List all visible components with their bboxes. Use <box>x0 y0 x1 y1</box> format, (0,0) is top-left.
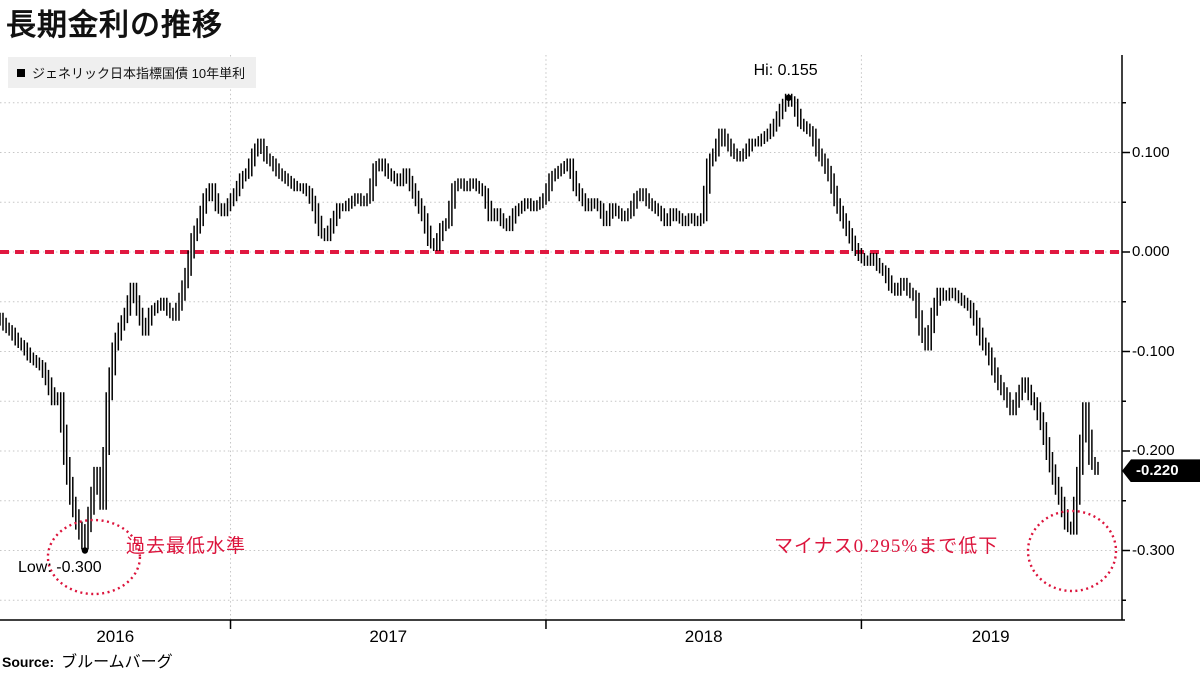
y-axis-label: 0.100 <box>1132 143 1170 161</box>
price-bars <box>0 93 1099 550</box>
record-low-note-2016: 過去最低水準 <box>126 536 247 557</box>
x-axis-label: 2019 <box>971 627 1010 646</box>
series-swatch-icon <box>17 68 25 77</box>
source-label: Source: <box>2 654 55 670</box>
legend-series-label: ジェネリック日本指標国債 10年単利 <box>32 66 246 81</box>
record-low-circle-2016 <box>46 518 142 596</box>
y-axis-label: -0.300 <box>1132 541 1175 559</box>
source-row: Source: ブルームバーグ <box>2 648 173 672</box>
hi-marker-dot <box>785 94 792 101</box>
low-marker-dot <box>81 547 89 554</box>
y-axis-label: -0.100 <box>1132 342 1175 360</box>
decline-note-2019: マイナス0.295%まで低下 <box>774 536 999 557</box>
x-axis-label: 2018 <box>684 627 723 646</box>
x-axis-label: 2016 <box>96 627 135 646</box>
hi-annotation: Hi: 0.155 <box>753 62 818 79</box>
low-annotation: Low: -0.300 <box>18 559 102 576</box>
x-axis-label: 2017 <box>369 627 408 646</box>
source-value: ブルームバーグ <box>61 654 173 671</box>
page-title: 長期金利の推移 <box>6 9 223 42</box>
last-price-badge: -0.220 <box>1122 459 1200 483</box>
y-axis-label: -0.200 <box>1132 442 1175 459</box>
y-axis-label: 0.000 <box>1132 243 1170 260</box>
record-low-circle-2019 <box>1026 509 1118 593</box>
legend: ジェネリック日本指標国債 10年単利 <box>8 57 257 88</box>
